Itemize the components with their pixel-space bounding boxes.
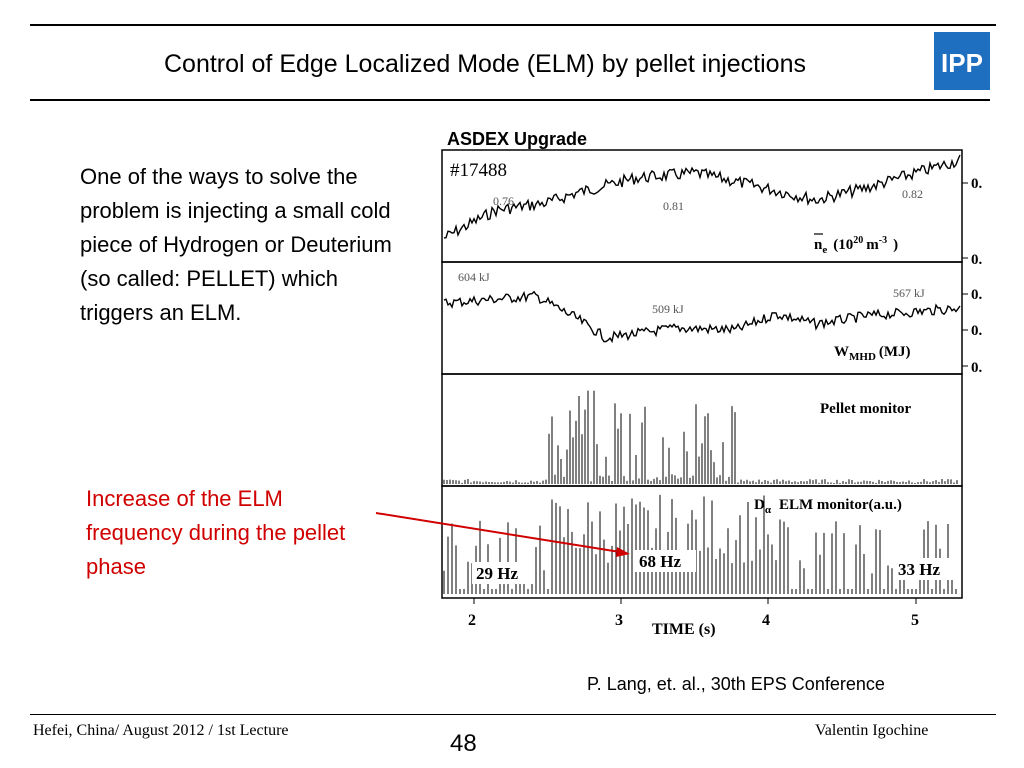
- xtick-3: 3: [615, 612, 623, 629]
- energy-annotation-1: 604 kJ: [458, 270, 490, 284]
- elm-annotation-2: 68 Hz: [639, 552, 681, 571]
- xtick-4: 4: [762, 612, 770, 629]
- density-trace: [443, 154, 961, 239]
- xtick-2: 2: [468, 612, 476, 629]
- ytick-energy-3: 0.4: [971, 360, 982, 376]
- ytick-energy-1: 0.6: [971, 287, 982, 303]
- body-text: One of the ways to solve the problem is …: [80, 164, 392, 325]
- density-annotation-2: 0.81: [663, 199, 684, 213]
- density-annotation-3: 0.82: [902, 187, 923, 201]
- elm-spikes: [443, 494, 957, 594]
- figure-credit: P. Lang, et. al., 30th EPS Conference: [587, 674, 885, 694]
- elm-annotation-1: 29 Hz: [476, 564, 518, 583]
- ytick-energy-2: 0.5: [971, 323, 982, 339]
- ytick-density-1: 0.8: [971, 176, 982, 192]
- ipp-logo: IPP: [934, 32, 990, 90]
- slide-title: Control of Edge Localized Mode (ELM) by …: [163, 50, 806, 78]
- page-number: 48: [450, 730, 477, 757]
- energy-annotation-2: 509 kJ: [652, 302, 684, 316]
- asdex-figure: #17488 0.76 0.81 0.82 ne (1020 m-3) 604 kJ…: [441, 149, 982, 638]
- footer-rule: [30, 714, 996, 715]
- density-label: ne (1020 m-3): [814, 235, 898, 256]
- pellet-label: Pellet monitor: [820, 401, 912, 417]
- elm-annotation-3: 33 Hz: [898, 560, 940, 579]
- elm-label: Dα ELM monitor(a.u.): [754, 497, 902, 516]
- figure-header: ASDEX Upgrade: [447, 129, 588, 149]
- logo-text: IPP: [941, 48, 983, 78]
- top-rule: [30, 24, 996, 26]
- shot-number: #17488: [450, 160, 507, 181]
- ytick-density-2: 0.7: [971, 252, 982, 268]
- energy-label: WMHD (MJ): [834, 344, 911, 363]
- title-underline: [30, 99, 990, 101]
- density-annotation-1: 0.76: [493, 194, 514, 208]
- footer-right: Valentin Igochine: [815, 722, 929, 739]
- xtick-5: 5: [911, 612, 919, 629]
- svg-text:WMHD(MJ): WMHD (MJ): [834, 344, 911, 363]
- footer-left: Hefei, China/ August 2012 / 1st Lecture: [33, 722, 289, 739]
- x-axis-label: TIME (s): [652, 621, 716, 638]
- energy-trace: [443, 290, 961, 344]
- energy-annotation-3: 567 kJ: [893, 286, 925, 300]
- annotation-text: Increase of the ELM frequency during the…: [86, 486, 346, 579]
- pellet-spikes: [443, 390, 958, 484]
